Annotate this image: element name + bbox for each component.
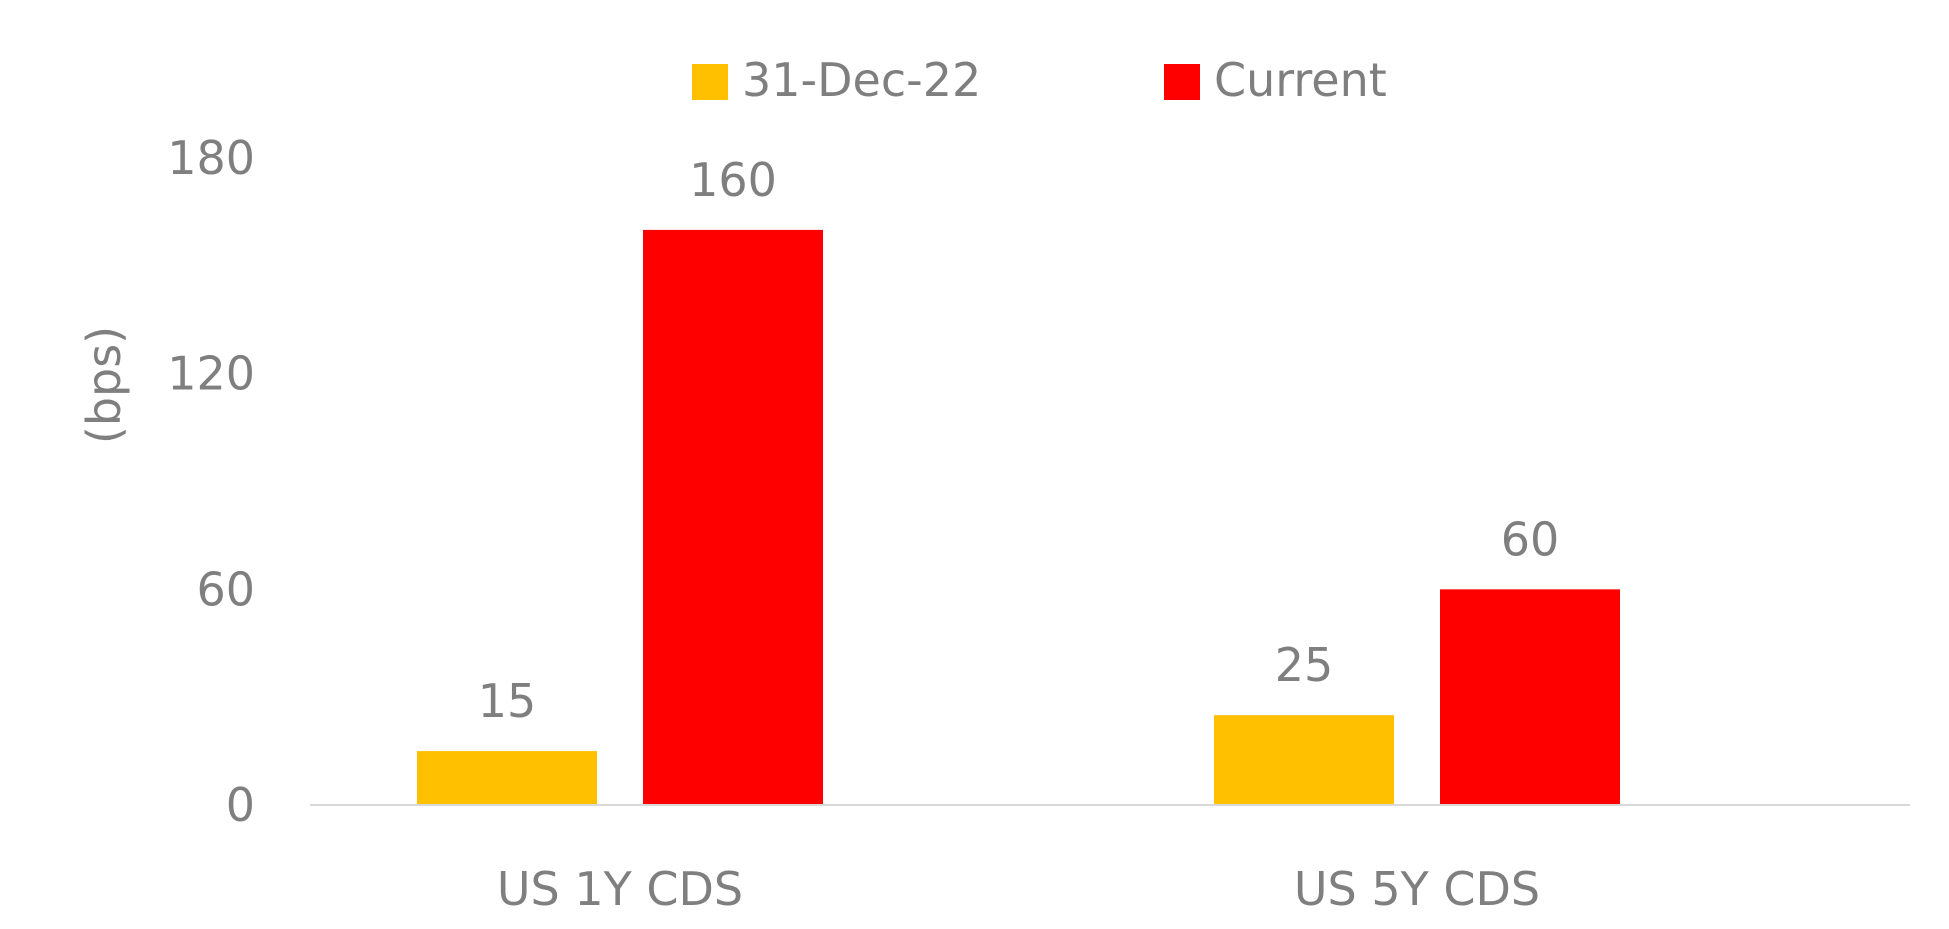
bar bbox=[1214, 715, 1394, 805]
legend-label: 31-Dec-22 bbox=[742, 53, 981, 107]
y-axis: 0 60 120 180 bbox=[167, 131, 255, 832]
y-tick-label: 180 bbox=[167, 131, 255, 185]
data-label: 25 bbox=[1275, 638, 1334, 692]
legend-label: Current bbox=[1214, 53, 1387, 107]
bars bbox=[417, 229, 1620, 805]
data-label: 15 bbox=[478, 674, 537, 728]
data-labels: 15 25 160 60 bbox=[478, 153, 1560, 728]
bar bbox=[1440, 589, 1620, 805]
y-axis-title: (bps) bbox=[77, 326, 131, 444]
x-tick-label: US 1Y CDS bbox=[497, 862, 743, 916]
y-tick-label: 60 bbox=[196, 562, 255, 616]
bar bbox=[417, 751, 597, 805]
y-tick-label: 120 bbox=[167, 347, 255, 401]
legend: 31-Dec-22 Current bbox=[692, 53, 1387, 107]
y-tick-label: 0 bbox=[226, 778, 255, 832]
legend-swatch bbox=[692, 64, 728, 100]
x-tick-label: US 5Y CDS bbox=[1294, 862, 1540, 916]
x-axis: US 1Y CDS US 5Y CDS bbox=[310, 804, 1910, 916]
bar bbox=[643, 229, 823, 805]
data-label: 160 bbox=[689, 153, 777, 207]
data-label: 60 bbox=[1501, 512, 1560, 566]
legend-swatch bbox=[1164, 64, 1200, 100]
